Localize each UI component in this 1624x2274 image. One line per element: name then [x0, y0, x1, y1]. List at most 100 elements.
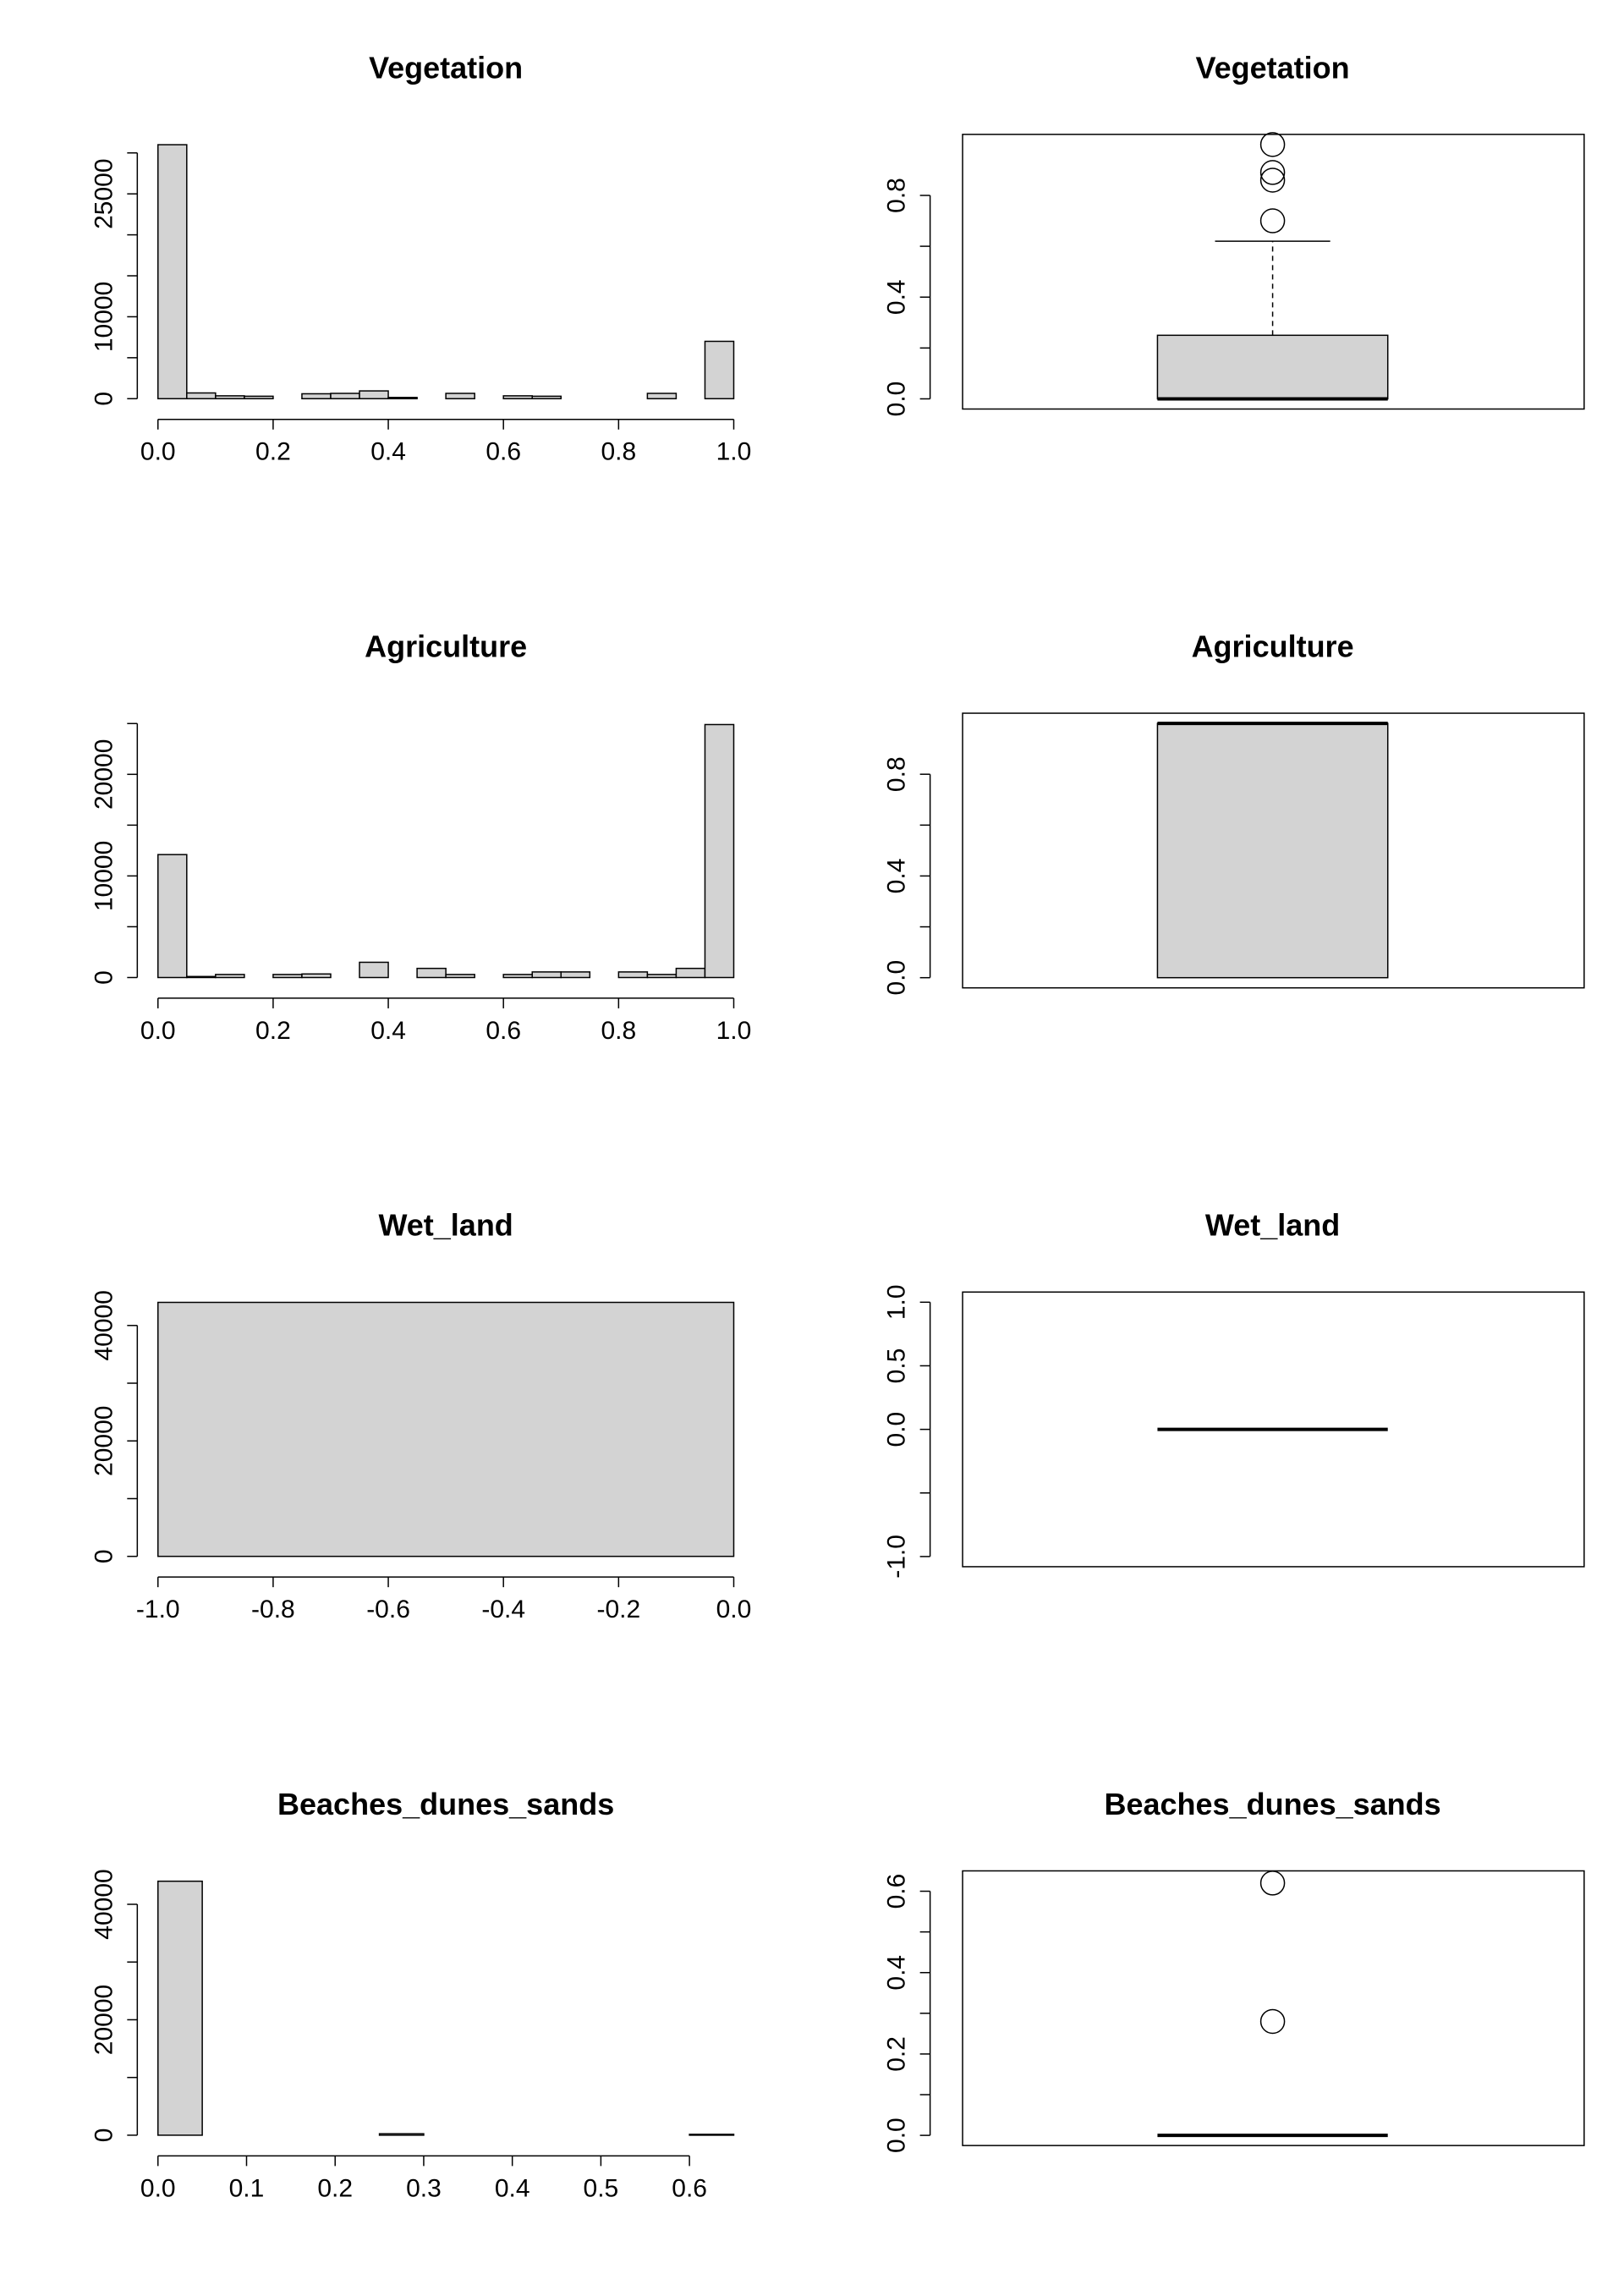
x-tick-label: -0.4	[481, 1596, 525, 1623]
y-tick-label: 20000	[90, 1985, 118, 2055]
x-tick-label: 0.0	[140, 1017, 176, 1045]
x-tick-label: 0.0	[716, 1596, 752, 1623]
x-tick-label: 1.0	[716, 438, 752, 466]
histogram-bar	[416, 967, 447, 979]
panel-title: Beaches_dunes_sands	[1104, 1787, 1440, 1821]
iqr-box	[1156, 334, 1389, 400]
y-tick-label: 0.0	[883, 960, 911, 996]
histogram-bar	[272, 974, 303, 979]
outlier-point	[1259, 160, 1286, 185]
x-tick-label: 0.4	[370, 1017, 406, 1045]
x-tick-label: 0.4	[495, 2174, 530, 2202]
x-tick-label: -0.6	[366, 1596, 410, 1623]
x-tick-label: 0.1	[229, 2174, 265, 2202]
x-tick-label: 0.8	[601, 1017, 636, 1045]
panel-title: Wet_land	[378, 1208, 513, 1243]
histogram-bar	[301, 973, 332, 979]
histogram-bar	[502, 974, 533, 979]
plot-frame	[962, 134, 1585, 410]
boxplot-panel-1: Vegetation 0.0 0.4 0.8	[883, 50, 1585, 417]
histogram-bar	[244, 395, 274, 400]
histogram-bar	[560, 971, 591, 979]
histogram-bar	[157, 854, 188, 979]
plot-frame	[962, 1870, 1585, 2146]
y-tick-label: 0.8	[883, 756, 911, 792]
histogram-bar	[704, 723, 735, 979]
histogram-panel-3: Wet_land -1.0 -0.8 -0.6 -0.4 -0.2 0.0 0 20000 400…	[90, 1208, 751, 1623]
y-tick-label: 0.0	[883, 1412, 911, 1447]
histogram-bar	[378, 2133, 425, 2136]
x-tick-label: 0.6	[672, 2174, 707, 2202]
y-tick-label: 10000	[90, 841, 118, 911]
y-tick-label: 10000	[90, 282, 118, 352]
histogram-bar	[359, 390, 389, 400]
x-tick-label: 0.2	[317, 2174, 353, 2202]
x-tick-label: 0.6	[486, 438, 521, 466]
x-tick-label: 0.6	[486, 1017, 521, 1045]
histogram-panel-1: Vegetation 0.0 0.2 0.4 0.6 0.8 1.0 0 10000 25000	[90, 50, 751, 465]
y-tick-label: 0.4	[883, 1955, 911, 1991]
y-tick-label: 40000	[90, 1869, 118, 1939]
histogram-bar	[215, 395, 245, 400]
panel-title: Beaches_dunes_sands	[277, 1787, 614, 1821]
x-tick-label: -0.8	[251, 1596, 295, 1623]
y-tick-label: 0	[90, 2128, 118, 2143]
histogram-bar	[445, 393, 475, 400]
histogram-bar	[359, 961, 389, 979]
plot-frame	[962, 1291, 1585, 1568]
y-tick-label: 0.0	[883, 382, 911, 417]
plot-frame	[962, 712, 1585, 989]
x-tick-label: 0.0	[140, 2174, 176, 2202]
histogram-bar	[445, 974, 475, 979]
histogram-bar	[502, 395, 533, 400]
histogram-bar	[301, 393, 332, 400]
x-tick-label: 0.4	[370, 438, 406, 466]
outlier-point	[1259, 2008, 1286, 2035]
histogram-panel-2: Agriculture 0.0 0.2 0.4 0.6 0.8 1.0 0 10000 20000	[90, 629, 751, 1045]
iqr-box	[1156, 722, 1389, 979]
x-tick-label: -1.0	[136, 1596, 180, 1623]
boxplot-panel-2: Agriculture 0.0 0.4 0.8	[883, 629, 1585, 996]
outlier-point	[1259, 132, 1286, 157]
boxplot-panel-4: Beaches_dunes_sands 0.0 0.2 0.4 0.6	[883, 1787, 1585, 2153]
panel-title: Agriculture	[1192, 629, 1354, 664]
histogram-bar	[646, 393, 678, 400]
panel-title: Vegetation	[369, 50, 523, 85]
outlier-point	[1259, 1870, 1286, 1896]
y-tick-label: 0	[90, 970, 118, 985]
y-tick-label: 0.2	[883, 2036, 911, 2072]
y-tick-label: 0.4	[883, 859, 911, 894]
x-tick-label: 1.0	[716, 1017, 752, 1045]
histogram-bar	[186, 975, 217, 979]
x-tick-label: 0.3	[406, 2174, 442, 2202]
x-tick-label: 0.8	[601, 438, 636, 466]
boxplot-panel-3: Wet_land -1.0 0.0 0.5 1.0	[883, 1208, 1585, 1579]
y-tick-label: 0.4	[883, 279, 911, 315]
histogram-panel-4: Beaches_dunes_sands 0.0 0.1 0.2 0.3 0.4 0.5 0.6…	[90, 1787, 735, 2202]
y-tick-label: 40000	[90, 1290, 118, 1360]
panel-title: Vegetation	[1196, 50, 1350, 85]
y-tick-label: 0	[90, 392, 118, 406]
y-tick-label: 0.8	[883, 178, 911, 213]
y-tick-label: 0.5	[883, 1348, 911, 1384]
x-tick-label: -0.2	[596, 1596, 640, 1623]
histogram-bar	[330, 393, 360, 400]
histogram-bar	[157, 1880, 203, 2136]
y-tick-label: 0.6	[883, 1874, 911, 1909]
y-tick-label: 20000	[90, 739, 118, 810]
panel-title: Agriculture	[365, 629, 527, 664]
y-tick-label: 20000	[90, 1406, 118, 1476]
histogram-bar	[646, 974, 678, 979]
x-tick-label: 0.2	[255, 1017, 291, 1045]
x-tick-label: 0.5	[584, 2174, 619, 2202]
y-tick-label: 25000	[90, 158, 118, 228]
histogram-bar	[157, 1301, 735, 1557]
outlier-point	[1259, 168, 1286, 193]
histogram-bar	[215, 974, 245, 979]
y-tick-label: 0	[90, 1549, 118, 1563]
histogram-bar	[186, 392, 217, 400]
y-tick-label: 1.0	[883, 1284, 911, 1320]
y-tick-label: -1.0	[883, 1535, 911, 1579]
y-tick-label: 0.0	[883, 2117, 911, 2153]
